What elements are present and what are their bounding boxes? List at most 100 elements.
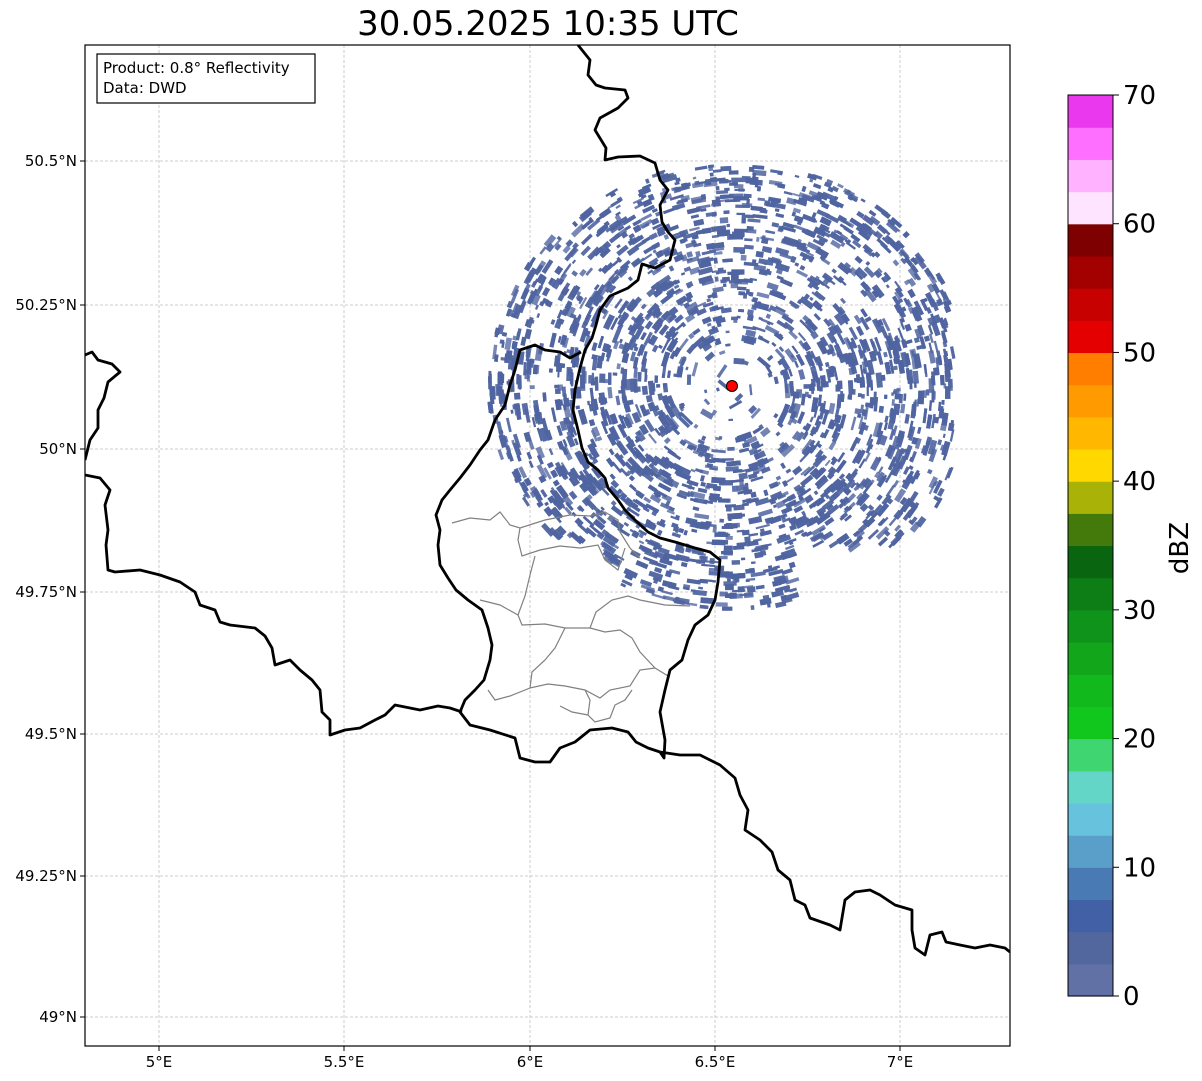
echo-pixel xyxy=(731,274,739,281)
echo-pixel xyxy=(861,350,868,363)
echo-pixel xyxy=(532,488,542,499)
echo-pixel xyxy=(752,325,766,333)
echo-pixel xyxy=(505,308,512,317)
echo-pixel xyxy=(554,384,560,389)
echo-pixel xyxy=(826,348,834,356)
echo-pixel xyxy=(893,240,904,250)
echo-pixel xyxy=(513,467,522,479)
echo-pixel xyxy=(931,371,936,386)
echo-pixel xyxy=(657,414,668,426)
echo-pixel xyxy=(815,512,831,525)
echo-pixel xyxy=(506,449,514,462)
echo-pixel xyxy=(588,216,595,224)
echo-pixel xyxy=(683,586,690,591)
echo-pixel xyxy=(691,528,698,533)
colorbar-tick-label: 70 xyxy=(1123,81,1156,111)
echo-pixel xyxy=(621,395,628,404)
echo-pixel xyxy=(783,321,795,333)
echo-pixel xyxy=(597,335,604,349)
echo-pixel xyxy=(859,364,865,379)
echo-pixel xyxy=(909,456,913,462)
echo-pixel xyxy=(500,357,506,361)
echo-pixel xyxy=(907,379,913,383)
echo-pixel xyxy=(730,283,739,289)
echo-pixel xyxy=(947,358,953,370)
echo-pixel xyxy=(875,526,890,540)
echo-pixel xyxy=(612,372,618,376)
echo-pixel xyxy=(725,536,733,540)
echo-pixel xyxy=(773,413,779,419)
echo-pixel xyxy=(773,331,784,341)
echo-pixel xyxy=(901,474,914,490)
echo-pixel xyxy=(552,528,564,541)
echo-pixel xyxy=(617,488,623,494)
echo-pixel xyxy=(793,505,804,514)
echo-pixel xyxy=(926,283,936,293)
echo-pixel xyxy=(651,593,667,600)
echo-pixel xyxy=(860,289,868,298)
echo-pixel xyxy=(680,272,686,276)
border-luxembourg xyxy=(434,343,661,764)
echo-pixel xyxy=(719,480,733,486)
echo-pixel xyxy=(736,315,741,319)
echo-pixel xyxy=(841,478,846,483)
echo-pixel xyxy=(543,392,546,397)
echo-pixel xyxy=(871,289,881,299)
echo-pixel xyxy=(862,481,873,495)
echo-pixel xyxy=(816,466,827,478)
echo-pixel xyxy=(661,364,667,379)
echo-pixel xyxy=(587,400,591,406)
echo-pixel xyxy=(895,304,907,319)
echo-pixel xyxy=(637,386,641,392)
colorbar-swatch xyxy=(1068,577,1113,611)
echo-pixel xyxy=(689,226,700,232)
echo-pixel xyxy=(697,256,711,264)
echo-pixel xyxy=(912,259,919,266)
echo-pixel xyxy=(883,351,888,358)
echo-pixel xyxy=(605,412,612,425)
echo-pixel xyxy=(760,466,771,474)
echo-pixel xyxy=(504,337,513,351)
echo-pixel xyxy=(594,284,606,299)
echo-pixel xyxy=(881,236,890,245)
echo-pixel xyxy=(840,297,847,304)
echo-pixel xyxy=(887,416,896,430)
echo-pixel xyxy=(746,199,750,205)
echo-pixel xyxy=(840,241,846,248)
echo-pixel xyxy=(560,334,568,346)
echo-pixel xyxy=(750,491,757,498)
echo-pixel xyxy=(893,365,898,371)
echo-pixel xyxy=(696,446,708,453)
echo-pixel xyxy=(728,170,739,175)
echo-pixel xyxy=(602,343,610,353)
echo-pixel xyxy=(927,324,934,335)
echo-pixel xyxy=(712,286,724,293)
echo-pixel xyxy=(852,530,861,537)
echo-pixel xyxy=(887,218,896,227)
echo-pixel xyxy=(892,259,900,267)
colorbar-tick-label: 30 xyxy=(1123,596,1156,626)
echo-pixel xyxy=(926,389,930,396)
echo-pixel xyxy=(551,489,565,505)
echo-pixel xyxy=(895,430,906,445)
echo-pixel xyxy=(791,345,799,354)
echo-pixel xyxy=(659,502,672,511)
echo-pixel xyxy=(615,440,629,456)
echo-pixel xyxy=(559,502,566,509)
echo-pixel xyxy=(529,288,538,304)
echo-pixel xyxy=(524,319,530,327)
echo-pixel xyxy=(862,223,872,232)
echo-pixel xyxy=(630,257,642,268)
echo-pixel xyxy=(573,438,579,446)
echo-pixel xyxy=(827,419,835,430)
echo-pixel xyxy=(691,335,706,349)
echo-pixel xyxy=(752,471,760,475)
echo-pixel xyxy=(822,274,836,286)
echo-pixel xyxy=(754,551,764,559)
echo-pixel xyxy=(534,264,544,276)
echo-pixel xyxy=(655,280,668,291)
echo-pixel xyxy=(804,430,809,436)
echo-pixel xyxy=(624,461,636,473)
echo-pixel xyxy=(510,409,514,414)
echo-pixel xyxy=(549,278,557,287)
